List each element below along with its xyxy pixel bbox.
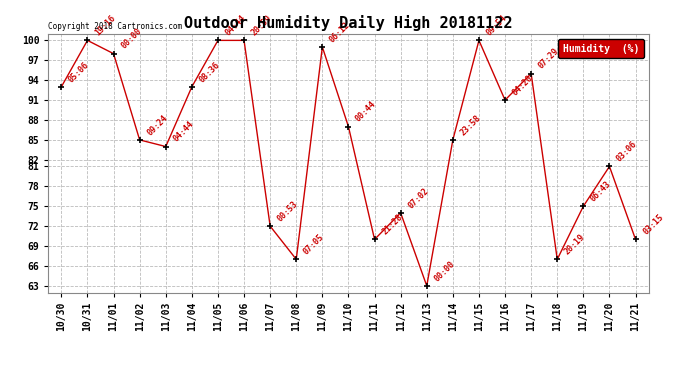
Text: 07:02: 07:02	[406, 186, 431, 210]
Text: 03:06: 03:06	[615, 140, 639, 164]
Text: 04:44: 04:44	[171, 120, 195, 144]
Text: 00:44: 00:44	[354, 100, 378, 124]
Text: 09:54: 09:54	[484, 13, 509, 38]
Text: 05:06: 05:06	[67, 60, 91, 84]
Text: 07:05: 07:05	[302, 232, 326, 256]
Text: 23:58: 23:58	[458, 113, 482, 137]
Title: Outdoor Humidity Daily High 20181122: Outdoor Humidity Daily High 20181122	[184, 15, 513, 31]
Text: 00:53: 00:53	[276, 200, 299, 223]
Text: Copyright 2018 Cartronics.com: Copyright 2018 Cartronics.com	[48, 22, 182, 31]
Text: 21:28: 21:28	[380, 213, 404, 237]
Text: 09:24: 09:24	[145, 113, 169, 137]
Text: 03:15: 03:15	[641, 213, 665, 237]
Text: 06:43: 06:43	[589, 179, 613, 204]
Legend: Humidity  (%): Humidity (%)	[558, 39, 644, 58]
Text: 20:59: 20:59	[250, 13, 274, 38]
Text: 00:00: 00:00	[119, 27, 143, 51]
Text: 04:20: 04:20	[511, 73, 535, 98]
Text: 06:12: 06:12	[328, 20, 352, 44]
Text: 20:19: 20:19	[563, 232, 587, 256]
Text: 00:00: 00:00	[433, 259, 456, 283]
Text: 04:44: 04:44	[224, 13, 248, 38]
Text: 19:16: 19:16	[93, 13, 117, 38]
Text: 07:29: 07:29	[537, 47, 561, 71]
Text: 08:36: 08:36	[197, 60, 221, 84]
